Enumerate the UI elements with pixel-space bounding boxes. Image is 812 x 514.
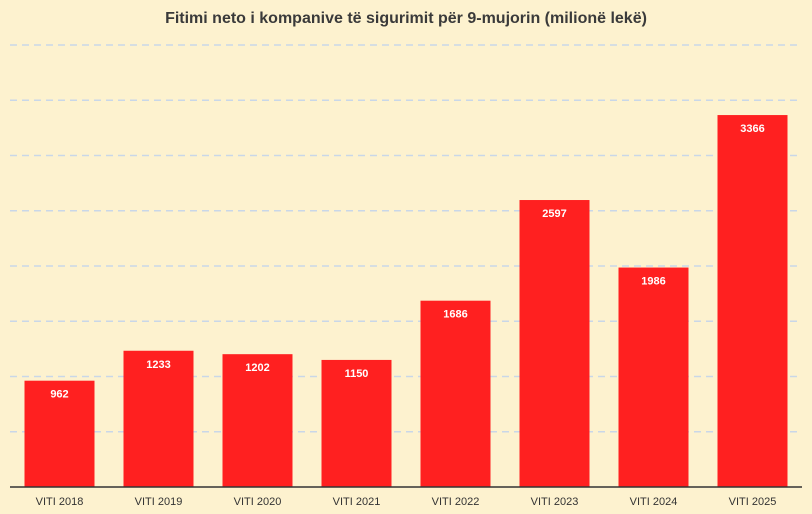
x-tick-label: VITI 2021	[333, 496, 381, 508]
bar	[123, 350, 194, 487]
x-tick-label: VITI 2025	[729, 496, 777, 508]
x-tick-label: VITI 2019	[135, 496, 183, 508]
bar-value-label: 962	[50, 389, 68, 401]
bar	[618, 267, 689, 487]
bar	[222, 354, 293, 487]
bar	[321, 359, 392, 487]
bar	[420, 300, 491, 487]
x-tick-label: VITI 2024	[630, 496, 678, 508]
x-tick-label: VITI 2022	[432, 496, 480, 508]
x-tick-label: VITI 2020	[234, 496, 282, 508]
chart-title: Fitimi neto i kompanive të sigurimit për…	[165, 10, 647, 27]
bar-value-label: 1150	[345, 368, 369, 380]
bar	[24, 380, 95, 487]
bar	[717, 115, 788, 487]
x-tick-label: VITI 2023	[531, 496, 579, 508]
bar	[519, 200, 590, 487]
bar-value-label: 1986	[641, 276, 665, 288]
bar-value-label: 3366	[740, 123, 764, 135]
x-tick-label: VITI 2018	[36, 496, 84, 508]
bar-value-label: 1686	[443, 309, 467, 321]
bar-value-label: 1233	[146, 359, 170, 371]
bar-value-label: 1202	[245, 362, 269, 374]
bar-value-label: 2597	[542, 208, 566, 220]
